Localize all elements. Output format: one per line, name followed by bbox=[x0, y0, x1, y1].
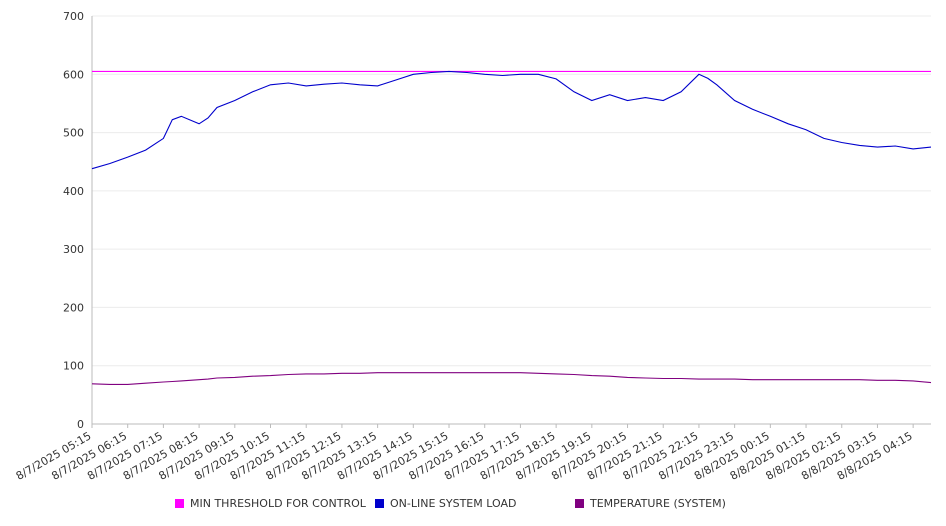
legend-label-threshold: MIN THRESHOLD FOR CONTROL bbox=[190, 497, 366, 510]
legend-swatch-load bbox=[375, 499, 384, 508]
legend-item-threshold: MIN THRESHOLD FOR CONTROL bbox=[175, 497, 366, 510]
legend-item-temperature: TEMPERATURE (SYSTEM) bbox=[575, 497, 726, 510]
legend: MIN THRESHOLD FOR CONTROL ON-LINE SYSTEM… bbox=[0, 497, 946, 515]
y-tick-label: 100 bbox=[63, 360, 84, 373]
y-tick-label: 200 bbox=[63, 301, 84, 314]
series-line-2 bbox=[91, 372, 932, 385]
legend-swatch-temperature bbox=[575, 499, 584, 508]
series-line-1 bbox=[91, 70, 932, 170]
y-tick-label: 700 bbox=[63, 10, 84, 23]
legend-label-load: ON-LINE SYSTEM LOAD bbox=[390, 497, 517, 510]
legend-label-temperature: TEMPERATURE (SYSTEM) bbox=[590, 497, 726, 510]
y-tick-label: 500 bbox=[63, 127, 84, 140]
y-tick-label: 0 bbox=[77, 418, 84, 431]
y-tick-label: 300 bbox=[63, 243, 84, 256]
y-tick-label: 600 bbox=[63, 68, 84, 81]
legend-item-load: ON-LINE SYSTEM LOAD bbox=[375, 497, 516, 510]
y-tick-label: 400 bbox=[63, 185, 84, 198]
legend-swatch-threshold bbox=[175, 499, 184, 508]
